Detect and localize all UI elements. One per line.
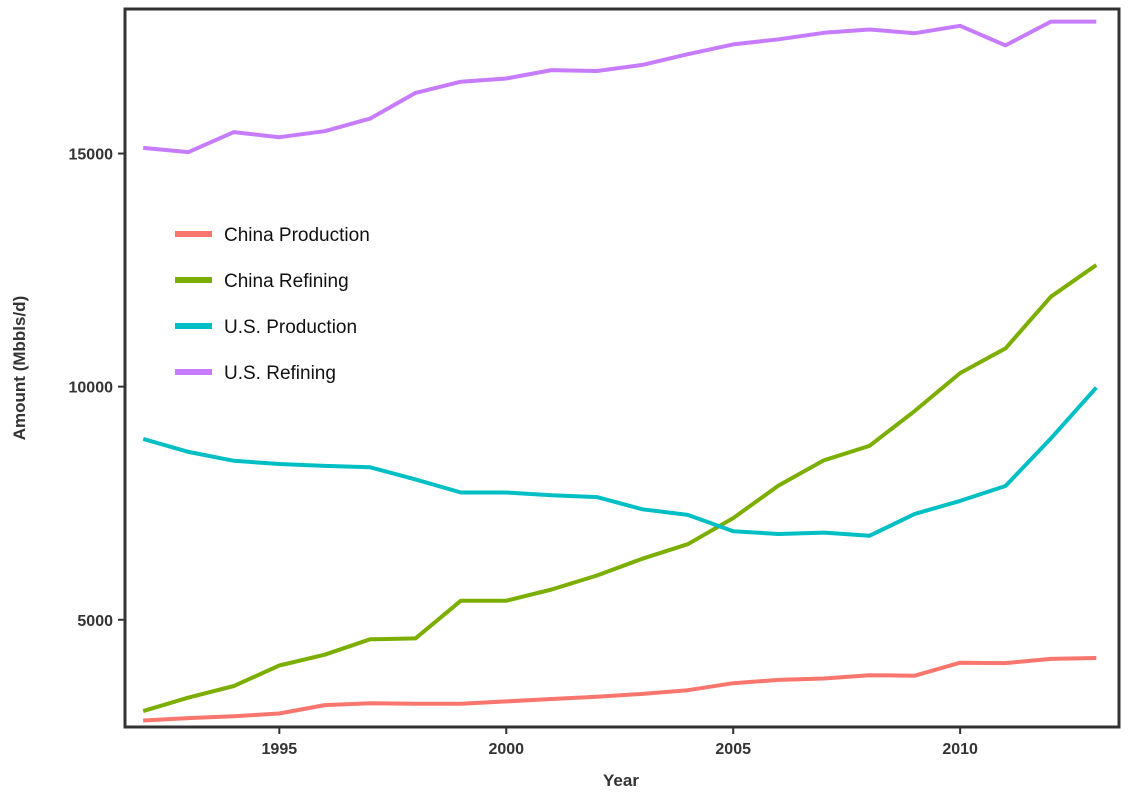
y-axis-title: Amount (Mbbls/d): [10, 296, 29, 440]
x-tick-label: 2010: [942, 741, 978, 758]
legend-label-1: China Refining: [224, 271, 349, 292]
series-line-3: [143, 19, 1097, 155]
x-tick-label: 2000: [488, 741, 524, 758]
x-axis-title: Year: [603, 771, 639, 790]
legend-label-3: U.S. Refining: [224, 363, 336, 384]
series-line-1: [142, 263, 1098, 714]
y-axis: 5000 10000 15000: [69, 147, 125, 630]
x-tick-label: 2005: [715, 741, 751, 758]
series-layer: [142, 19, 1098, 723]
legend-label-2: U.S. Production: [224, 317, 357, 338]
legend-label-0: China Production: [224, 225, 370, 246]
x-axis: 1995 2000 2005 2010: [262, 727, 978, 758]
legend: China Production China Refining U.S. Produ…: [175, 225, 370, 384]
plot-panel-border: [123, 7, 1121, 729]
y-tick-label: 15000: [69, 147, 114, 164]
y-tick-label: 5000: [77, 613, 113, 630]
x-tick-label: 1995: [262, 741, 298, 758]
series-line-2: [142, 386, 1098, 538]
y-tick-label: 10000: [69, 380, 114, 397]
series-line-0: [143, 656, 1097, 723]
